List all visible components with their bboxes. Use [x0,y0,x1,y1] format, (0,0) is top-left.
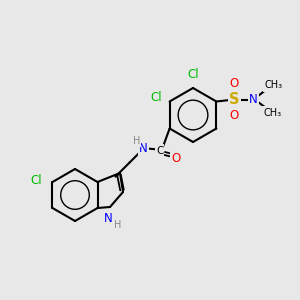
Text: N: N [139,142,148,155]
Text: C: C [156,146,163,155]
Text: N: N [249,93,258,106]
Text: Cl: Cl [31,173,42,187]
Text: CH₃: CH₃ [264,80,282,91]
Text: H: H [133,136,140,146]
Text: Cl: Cl [187,68,199,82]
Text: S: S [229,92,240,107]
Text: O: O [171,152,180,165]
Text: CH₃: CH₃ [263,107,281,118]
Text: O: O [230,77,239,90]
Text: H: H [114,220,122,230]
Text: O: O [230,109,239,122]
Text: N: N [103,212,112,226]
Text: Cl: Cl [151,91,162,104]
